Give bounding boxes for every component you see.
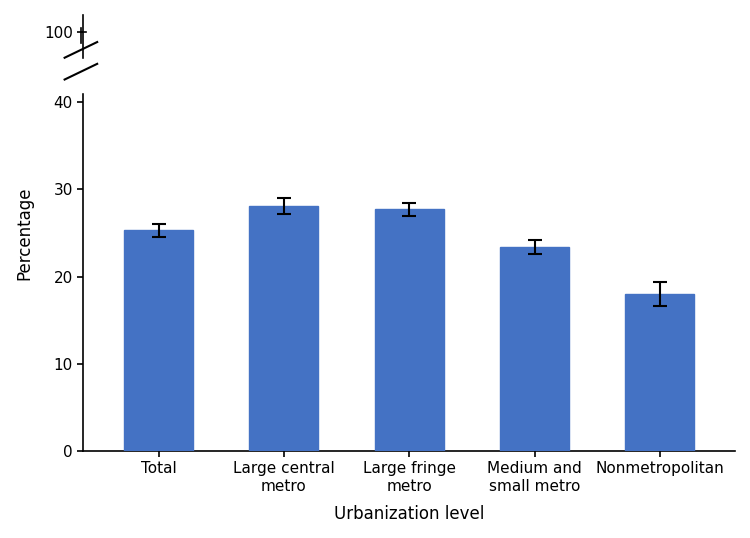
Bar [124, 230, 193, 451]
Bar [626, 294, 694, 451]
Bar [500, 247, 569, 451]
X-axis label: Urbanization level: Urbanization level [334, 505, 484, 523]
Bar [375, 209, 444, 451]
Bar [250, 206, 318, 451]
Bar [74, 59, 88, 92]
Y-axis label: Percentage: Percentage [15, 186, 33, 280]
